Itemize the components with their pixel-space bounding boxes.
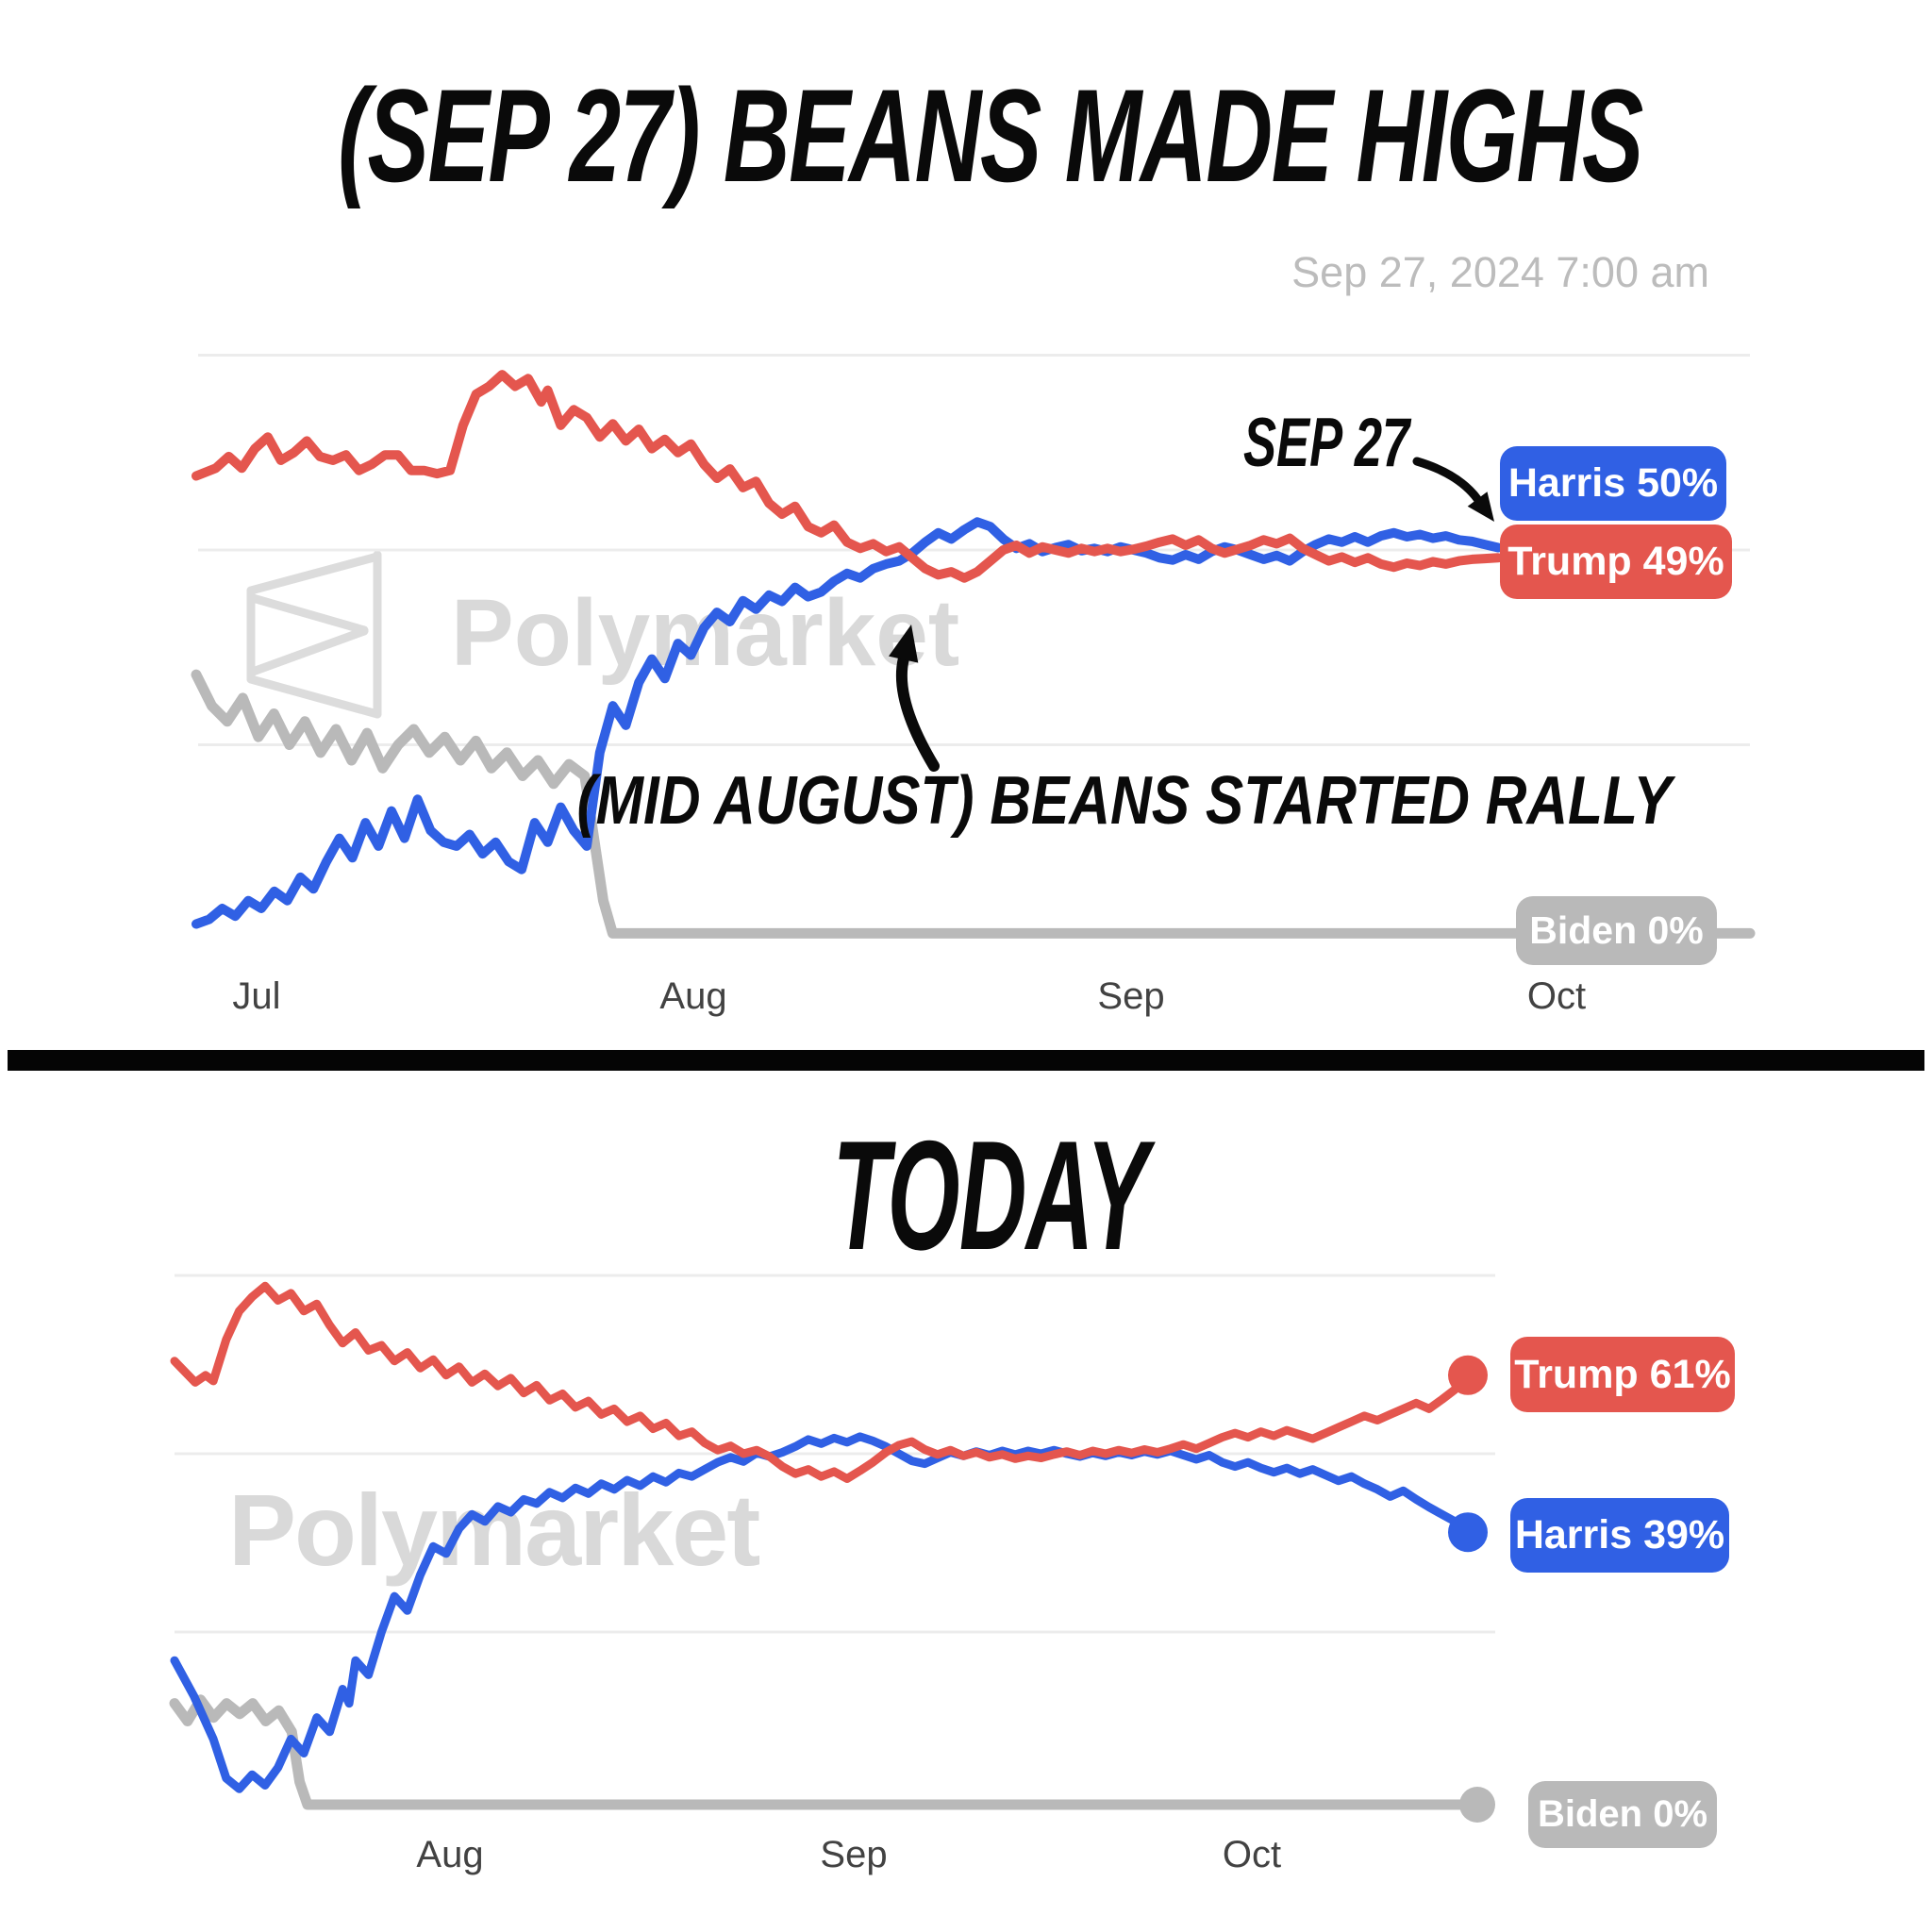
biden-legend-pill: Biden 0% — [1528, 1781, 1717, 1848]
polymarket-watermark: Polymarket — [228, 1473, 760, 1587]
series-line-biden — [169, 1694, 1483, 1810]
biden-legend-pill: Biden 0% — [1516, 896, 1717, 965]
series-end-dot-harris — [1448, 1512, 1488, 1553]
series-line-harris — [170, 1432, 1473, 1793]
section-divider — [8, 1050, 1924, 1071]
polymarket-logo — [246, 550, 382, 719]
x-axis-label: Aug — [659, 975, 727, 1017]
x-axis-label: Oct — [1222, 1834, 1282, 1875]
series-line-harris — [192, 517, 1503, 929]
top-title: (SEP 27) BEANS MADE HIGHS — [338, 61, 1644, 209]
mid-august-annotation: (MID AUGUST) BEANS STARTED RALLY — [576, 763, 1673, 839]
series-line-trump — [170, 1281, 1473, 1483]
series-end-dot-trump — [1448, 1355, 1488, 1395]
series-line-trump — [192, 370, 1503, 583]
harris-legend-pill: Harris 39% — [1510, 1498, 1729, 1573]
x-axis-label: Aug — [416, 1834, 484, 1875]
harris-legend-pill: Harris 50% — [1500, 446, 1726, 521]
bottom-title: TODAY — [832, 1108, 1149, 1282]
chart-timestamp: Sep 27, 2024 7:00 am — [1291, 248, 1709, 296]
trump-legend-pill: Trump 49% — [1500, 525, 1732, 599]
x-axis-label: Sep — [1097, 975, 1165, 1017]
x-axis-label: Sep — [820, 1834, 888, 1875]
x-axis-label: Oct — [1526, 975, 1587, 1017]
trump-legend-pill: Trump 61% — [1510, 1337, 1735, 1412]
x-axis-label: Jul — [232, 975, 281, 1017]
series-line-biden — [191, 669, 1756, 939]
sep27-annotation: SEP 27 — [1243, 405, 1410, 481]
series-end-dot-biden — [1459, 1787, 1495, 1823]
